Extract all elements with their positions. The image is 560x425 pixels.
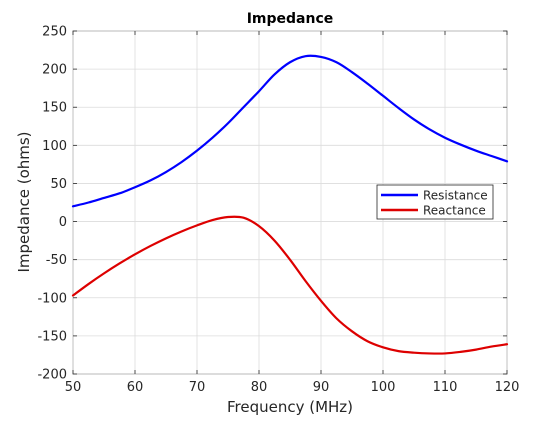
y-tick-label: 50: [50, 177, 67, 192]
y-tick-label: 250: [42, 25, 67, 40]
x-tick-label: 90: [313, 380, 330, 395]
x-tick-label: 60: [127, 380, 144, 395]
x-tick-label: 50: [65, 380, 82, 395]
series-line-resistance: [71, 54, 509, 208]
y-tick-label: -100: [37, 291, 67, 306]
chart-title: Impedance: [247, 11, 334, 27]
legend-label-resistance: Resistance: [423, 188, 488, 202]
y-tick-label: 0: [59, 215, 67, 230]
y-axis-label: Impedance (ohms): [15, 131, 33, 272]
x-tick-label: 120: [495, 380, 520, 395]
x-axis-label: Frequency (MHz): [227, 398, 353, 416]
x-tick-label: 80: [251, 380, 268, 395]
y-tick-label: -150: [37, 329, 67, 344]
series-lines: [71, 54, 509, 355]
y-tick-label: 100: [42, 139, 67, 154]
y-tick-label: -200: [37, 368, 67, 383]
series-line-reactance: [71, 215, 509, 355]
y-tick-label: 200: [42, 63, 67, 78]
legend-box: [376, 184, 494, 220]
y-tick-label: -50: [46, 253, 67, 268]
axis-ticks: 50 60 70 80 90 100 110 120 -200 -150 -100 -50 0 50 100…: [37, 25, 519, 396]
x-tick-label: 110: [433, 380, 458, 395]
x-tick-label: 100: [371, 380, 396, 395]
x-tick-label: 70: [189, 380, 206, 395]
y-tick-label: 150: [42, 101, 67, 116]
legend-label-reactance: Reactance: [423, 203, 486, 217]
